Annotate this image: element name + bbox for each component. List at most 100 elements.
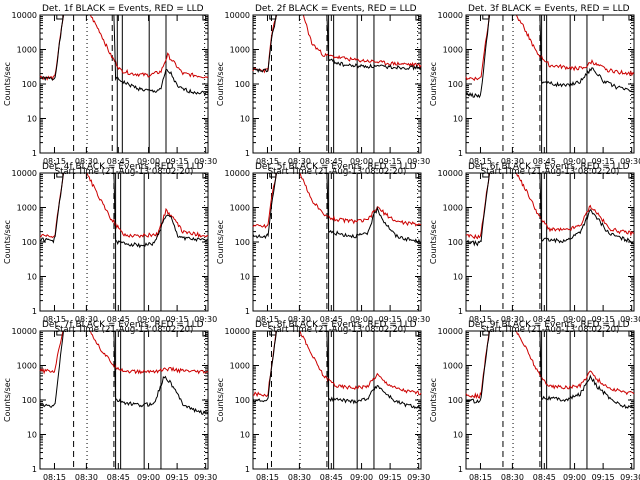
y-tick-label: 1000 [443, 204, 463, 213]
top-bracket [202, 173, 208, 179]
detector-panel: Det. 4f BLACK = Events, RED = LLD Counts/… [3, 162, 217, 335]
x-tick-label: 08:15 [43, 157, 66, 166]
panel-title: Det. 2f BLACK = Events, RED = LLD [255, 4, 417, 14]
x-tick-label: 09:15 [166, 157, 189, 166]
x-tick-label: 09:00 [137, 157, 160, 166]
plot-frame [252, 172, 422, 312]
x-tick-label: 09:00 [563, 157, 586, 166]
x-tick-label: 09:30 [194, 473, 217, 480]
detector-panel: Det. 5f BLACK = Events, RED = LLD Counts/… [216, 162, 430, 335]
detector-panel: Det. 1f BLACK = Events, RED = LLD Counts/… [3, 4, 217, 177]
y-tick-label: 1000 [17, 46, 37, 55]
y-tick-label: 1 [245, 307, 250, 316]
x-axis-label: Start Time (21-Aug-13 08:02:20) [268, 325, 407, 335]
x-tick-label: 09:30 [620, 473, 640, 480]
events-series-line [252, 14, 422, 74]
panel-title: Det. 1f BLACK = Events, RED = LLD [42, 4, 204, 14]
y-tick-label: 10000 [438, 169, 463, 178]
y-tick-label: 10000 [12, 327, 37, 336]
events-series-line [39, 14, 209, 96]
x-tick-label: 08:15 [256, 315, 279, 324]
x-tick-label: 09:30 [620, 315, 640, 324]
y-tick-label: 1000 [230, 204, 250, 213]
y-tick-label: 1 [32, 465, 37, 474]
events-series-line [252, 330, 422, 410]
y-tick-label: 1000 [230, 362, 250, 371]
top-bracket [482, 15, 490, 20]
top-bracket [415, 173, 421, 179]
y-tick-label: 10 [240, 273, 250, 282]
x-tick-label: 08:30 [75, 315, 98, 324]
x-tick-label: 08:45 [320, 315, 343, 324]
x-tick-label: 08:45 [533, 315, 556, 324]
x-tick-label: 09:30 [407, 473, 430, 480]
x-tick-label: 08:15 [256, 157, 279, 166]
y-tick-label: 10000 [12, 169, 37, 178]
lld-series-line [465, 14, 635, 82]
events-series-line [252, 172, 422, 245]
x-axis-label: Start Time (21-Aug-13 08:02:20) [268, 167, 407, 177]
x-tick-label: 09:00 [563, 315, 586, 324]
y-tick-label: 10 [240, 115, 250, 124]
y-tick-label: 10 [27, 115, 37, 124]
top-bracket [415, 331, 421, 337]
x-tick-label: 09:15 [379, 315, 402, 324]
detector-panel: Det. 3f BLACK = Events, RED = LLD Counts/… [429, 4, 640, 177]
panel-title: Det. 9f BLACK = Events, RED = LLD [468, 320, 630, 330]
panel-title: Det. 3f BLACK = Events, RED = LLD [468, 4, 630, 14]
y-tick-label: 10000 [438, 11, 463, 20]
top-bracket [202, 15, 208, 21]
x-tick-label: 08:45 [107, 315, 130, 324]
y-axis-label: Counts/sec [216, 220, 225, 264]
x-axis-label: Start Time (21-Aug-13 08:02:20) [55, 325, 194, 335]
top-bracket [269, 15, 277, 20]
x-tick-label: 08:30 [288, 473, 311, 480]
y-tick-label: 1000 [443, 46, 463, 55]
y-tick-label: 10 [27, 431, 37, 440]
events-series-line [465, 330, 635, 409]
y-tick-label: 100 [235, 80, 250, 89]
x-tick-label: 09:15 [379, 473, 402, 480]
y-tick-label: 100 [448, 396, 463, 405]
y-tick-label: 1000 [17, 204, 37, 213]
events-series-line [465, 172, 635, 247]
lld-series-line [252, 330, 422, 398]
y-tick-label: 10000 [225, 327, 250, 336]
x-tick-label: 09:30 [620, 157, 640, 166]
x-tick-label: 09:30 [194, 315, 217, 324]
x-tick-label: 08:45 [320, 157, 343, 166]
x-tick-label: 08:30 [75, 473, 98, 480]
y-axis-label: Counts/sec [429, 378, 438, 422]
x-tick-label: 09:00 [137, 315, 160, 324]
events-series-line [39, 330, 209, 415]
plot-frame [39, 330, 209, 470]
y-axis-label: Counts/sec [216, 62, 225, 106]
panel-title: Det. 4f BLACK = Events, RED = LLD [42, 162, 204, 172]
x-tick-label: 08:45 [533, 473, 556, 480]
x-tick-label: 09:00 [563, 473, 586, 480]
x-tick-label: 08:45 [107, 473, 130, 480]
top-bracket [628, 331, 634, 337]
y-tick-label: 1 [458, 149, 463, 158]
plot-frame [465, 172, 635, 312]
x-tick-label: 09:15 [166, 315, 189, 324]
x-tick-label: 08:15 [43, 315, 66, 324]
x-tick-label: 08:30 [501, 315, 524, 324]
panel-title: Det. 5f BLACK = Events, RED = LLD [255, 162, 417, 172]
y-tick-label: 10000 [438, 327, 463, 336]
detector-panel: Det. 9f BLACK = Events, RED = LLD Counts/… [429, 320, 640, 480]
x-tick-label: 09:15 [166, 473, 189, 480]
top-bracket [628, 15, 634, 21]
panel-title: Det. 7f BLACK = Events, RED = LLD [42, 320, 204, 330]
x-tick-label: 08:45 [533, 157, 556, 166]
plot-frame [252, 330, 422, 470]
x-tick-label: 08:45 [320, 473, 343, 480]
y-tick-label: 10000 [225, 11, 250, 20]
x-tick-label: 08:30 [501, 473, 524, 480]
x-tick-label: 09:15 [592, 315, 615, 324]
x-tick-label: 09:15 [592, 473, 615, 480]
lld-series-line [39, 330, 209, 375]
y-tick-label: 100 [235, 238, 250, 247]
y-axis-label: Counts/sec [3, 62, 12, 106]
detector-panel: Det. 6f BLACK = Events, RED = LLD Counts/… [429, 162, 640, 335]
